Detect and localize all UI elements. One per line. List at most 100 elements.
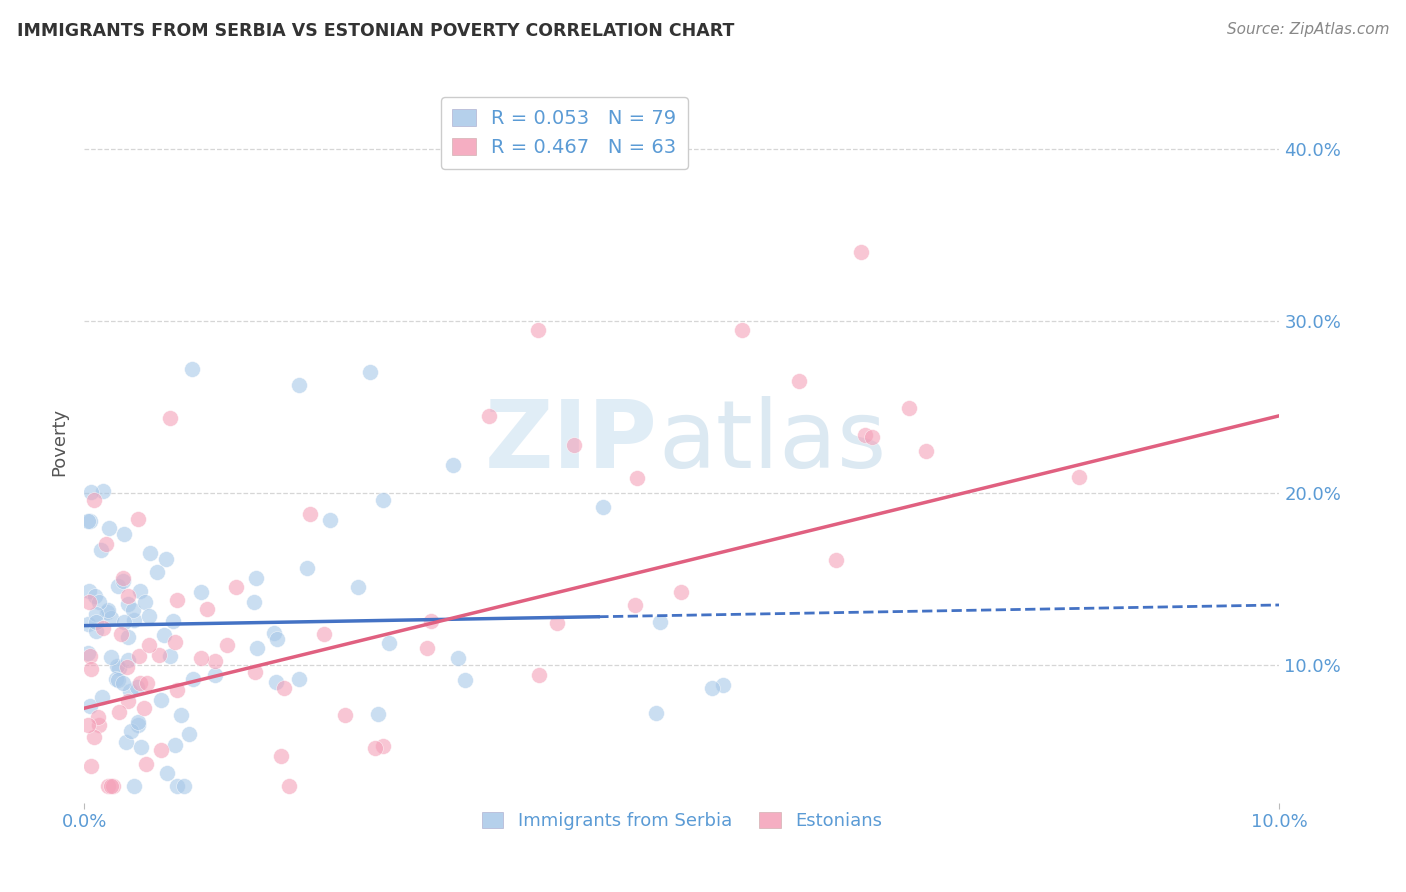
Point <box>700 681 723 695</box>
Point <box>129 676 152 690</box>
Point <box>150 692 173 706</box>
Point <box>562 438 585 452</box>
Point <box>592 500 614 515</box>
Point <box>80 484 103 499</box>
Point <box>347 580 370 594</box>
Y-axis label: Poverty: Poverty <box>51 408 69 475</box>
Point <box>101 779 124 793</box>
Point <box>195 602 218 616</box>
Point <box>371 739 394 753</box>
Point <box>897 401 920 415</box>
Point <box>86 615 108 630</box>
Point <box>159 648 181 663</box>
Point <box>100 779 122 793</box>
Point <box>86 624 108 638</box>
Point <box>86 607 108 621</box>
Point <box>77 583 100 598</box>
Point <box>87 718 110 732</box>
Point <box>121 603 143 617</box>
Point <box>454 673 477 688</box>
Point <box>215 638 238 652</box>
Point <box>111 676 134 690</box>
Point <box>335 708 357 723</box>
Point <box>127 714 149 729</box>
Point <box>156 766 179 780</box>
Point <box>117 597 139 611</box>
Point <box>179 726 201 740</box>
Text: Source: ZipAtlas.com: Source: ZipAtlas.com <box>1226 22 1389 37</box>
Point <box>128 583 150 598</box>
Point <box>134 595 156 609</box>
Point <box>624 599 647 613</box>
Point <box>165 738 187 752</box>
Point <box>671 584 693 599</box>
Point <box>166 682 188 697</box>
Point <box>114 735 136 749</box>
Point <box>266 674 288 689</box>
Point <box>127 680 149 694</box>
Point <box>83 730 105 744</box>
Point <box>118 684 141 698</box>
Point <box>148 648 170 662</box>
Point <box>83 493 105 508</box>
Point <box>100 650 122 665</box>
Text: ZIP: ZIP <box>485 395 658 488</box>
Point <box>297 560 319 574</box>
Point <box>138 609 160 624</box>
Point <box>150 743 173 757</box>
Point <box>90 690 112 704</box>
Point <box>181 362 204 376</box>
Point <box>77 616 100 631</box>
Point <box>128 649 150 664</box>
Point <box>115 660 138 674</box>
Point <box>77 514 100 528</box>
Point <box>851 245 873 260</box>
Point <box>91 483 114 498</box>
Point <box>243 595 266 609</box>
Point <box>170 708 193 723</box>
Point <box>546 615 568 630</box>
Point <box>135 675 157 690</box>
Point <box>90 543 112 558</box>
Point <box>77 718 100 732</box>
Point <box>181 672 204 686</box>
Point <box>107 673 129 688</box>
Point <box>117 653 139 667</box>
Point <box>145 566 167 580</box>
Point <box>915 444 938 458</box>
Point <box>131 739 153 754</box>
Point <box>111 572 134 586</box>
Point <box>225 580 247 594</box>
Point <box>299 507 322 521</box>
Point <box>173 779 195 793</box>
Point <box>204 668 226 682</box>
Point <box>270 748 292 763</box>
Point <box>139 546 162 560</box>
Point <box>112 527 135 541</box>
Point <box>79 698 101 713</box>
Point <box>787 374 810 388</box>
Point <box>110 627 132 641</box>
Point <box>100 611 122 625</box>
Point <box>650 615 672 629</box>
Point <box>97 779 120 793</box>
Point <box>288 377 311 392</box>
Point <box>152 627 174 641</box>
Point <box>159 410 181 425</box>
Point <box>359 365 381 379</box>
Point <box>79 648 101 663</box>
Point <box>731 323 754 337</box>
Point <box>162 614 184 628</box>
Point <box>190 585 212 599</box>
Point <box>77 646 100 660</box>
Point <box>112 615 135 630</box>
Point <box>107 705 129 719</box>
Point <box>87 594 110 608</box>
Point <box>163 635 186 649</box>
Point <box>105 659 128 673</box>
Point <box>373 493 395 508</box>
Point <box>204 654 226 668</box>
Legend: Immigrants from Serbia, Estonians: Immigrants from Serbia, Estonians <box>474 805 890 837</box>
Point <box>860 430 883 444</box>
Point <box>127 511 149 525</box>
